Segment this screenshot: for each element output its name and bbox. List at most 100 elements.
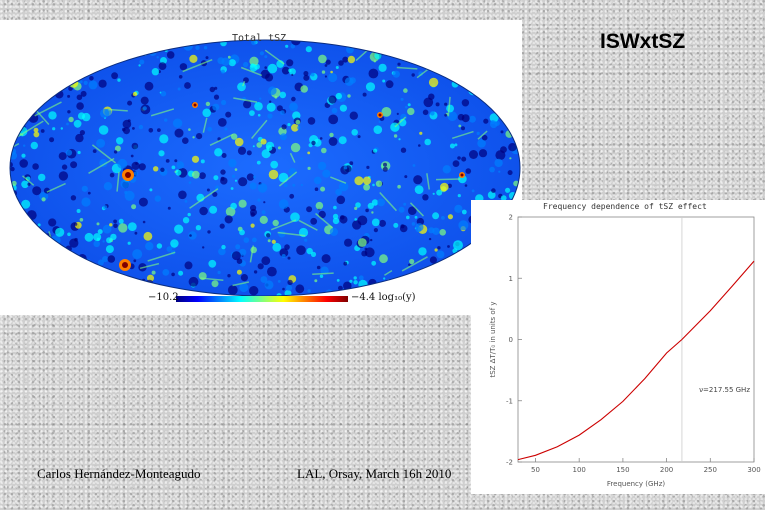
sky-map-speck bbox=[142, 220, 146, 224]
sky-map-speck bbox=[170, 239, 179, 248]
sky-map-speck bbox=[133, 171, 138, 176]
sky-map-speck bbox=[365, 82, 376, 92]
sky-map-speck bbox=[436, 189, 443, 196]
sky-map-speck bbox=[363, 183, 370, 191]
sky-map-speck bbox=[373, 125, 383, 134]
sky-map-filament bbox=[189, 188, 219, 209]
sky-map-speck bbox=[98, 79, 107, 88]
sky-map-speck bbox=[509, 157, 512, 160]
sky-map-speck bbox=[39, 191, 49, 201]
sky-map-speck bbox=[371, 211, 374, 214]
sky-map-speck bbox=[461, 99, 470, 107]
sky-map-speck bbox=[143, 231, 153, 241]
sky-map-speck bbox=[324, 75, 327, 78]
sky-map-speck bbox=[458, 124, 462, 128]
sky-map-speck bbox=[412, 164, 416, 167]
sky-map-filament bbox=[447, 96, 451, 117]
sky-map-speck bbox=[494, 158, 503, 168]
sky-map-speck bbox=[407, 107, 415, 116]
sky-map-speck bbox=[424, 138, 432, 146]
sky-map-speck bbox=[408, 206, 417, 215]
sky-map-speck bbox=[393, 134, 398, 138]
sky-map-speck bbox=[497, 102, 507, 111]
sky-map-speck bbox=[10, 166, 15, 172]
sky-map-speck bbox=[37, 223, 41, 227]
sky-map-speck bbox=[489, 166, 495, 173]
sky-map-speck bbox=[300, 183, 303, 187]
sky-map-speck bbox=[469, 150, 478, 159]
sky-map-speck bbox=[270, 160, 279, 169]
sky-map-filament bbox=[22, 175, 35, 186]
sky-map-speck bbox=[87, 191, 91, 195]
sky-map-filament bbox=[209, 133, 234, 147]
sky-map-speck bbox=[254, 102, 263, 111]
sky-map-speck bbox=[86, 40, 96, 49]
sky-map-speck bbox=[277, 280, 281, 283]
sky-map-speck bbox=[54, 281, 64, 291]
sky-map-speck bbox=[253, 270, 258, 274]
sky-map-speck bbox=[239, 229, 245, 236]
sky-map-speck bbox=[213, 175, 219, 181]
sky-map-filament bbox=[242, 80, 246, 87]
sky-map-speck bbox=[27, 56, 33, 63]
sky-map-speck bbox=[26, 46, 36, 56]
sky-map-speck bbox=[280, 133, 287, 141]
sky-map-speck bbox=[306, 247, 313, 255]
sky-map-speck bbox=[47, 66, 51, 70]
sky-map-speck bbox=[342, 40, 345, 44]
sky-map-speck bbox=[281, 124, 287, 130]
sky-map-speck bbox=[422, 194, 429, 201]
sky-map-filament bbox=[277, 231, 306, 237]
sky-map-speck bbox=[220, 169, 226, 175]
sky-map-speck bbox=[396, 43, 403, 50]
sky-map-speck bbox=[267, 113, 273, 119]
sky-map-speck bbox=[74, 222, 78, 226]
sky-map-speck bbox=[264, 66, 268, 69]
sky-map-speck bbox=[454, 143, 458, 147]
sky-map-speck bbox=[272, 242, 282, 252]
sky-map-speck bbox=[88, 80, 98, 90]
sky-map-speck bbox=[500, 76, 508, 84]
sky-map-speck bbox=[127, 100, 133, 106]
sky-map-cluster-core bbox=[193, 103, 197, 107]
sky-map-speck bbox=[230, 187, 234, 190]
sky-map-speck bbox=[436, 250, 445, 259]
sky-map-speck bbox=[259, 215, 268, 224]
sky-map-speck bbox=[134, 231, 138, 235]
sky-map-speck bbox=[295, 119, 301, 125]
sky-map-speck bbox=[45, 258, 54, 266]
sky-map-speck bbox=[162, 269, 170, 276]
sky-map-speck bbox=[100, 40, 103, 42]
sky-map-speck bbox=[354, 206, 358, 210]
sky-map-filament bbox=[182, 59, 213, 73]
sky-map-filament bbox=[232, 281, 250, 287]
sky-map-speck bbox=[237, 146, 247, 155]
sky-map-speck bbox=[227, 285, 238, 295]
sky-map-ellipse bbox=[10, 40, 520, 296]
sky-map-speck bbox=[94, 289, 100, 296]
sky-map-speck bbox=[40, 129, 45, 133]
sky-map-speck bbox=[188, 181, 192, 184]
sky-map-speck bbox=[89, 76, 94, 81]
sky-map-filament bbox=[330, 176, 347, 184]
sky-map-speck bbox=[447, 214, 453, 220]
sky-map-speck bbox=[504, 111, 508, 115]
sky-map-speck bbox=[84, 45, 91, 52]
sky-map-speck bbox=[347, 94, 351, 98]
sky-map-speck bbox=[512, 40, 516, 45]
sky-map-speck bbox=[346, 40, 353, 44]
sky-map-speck bbox=[492, 40, 497, 43]
sky-map-speck bbox=[411, 50, 416, 56]
sky-map-speck bbox=[176, 161, 185, 169]
sky-map-speck bbox=[53, 60, 61, 69]
sky-map-speck bbox=[10, 116, 15, 125]
sky-map-speck bbox=[368, 68, 379, 79]
sky-map-speck bbox=[439, 229, 447, 236]
sky-map-speck bbox=[123, 279, 129, 285]
sky-map-speck bbox=[413, 175, 423, 185]
sky-map-speck bbox=[321, 70, 326, 74]
sky-map-speck bbox=[398, 206, 405, 213]
sky-map-speck bbox=[476, 131, 480, 135]
sky-map-speck bbox=[332, 213, 339, 220]
sky-map-speck bbox=[33, 127, 39, 133]
